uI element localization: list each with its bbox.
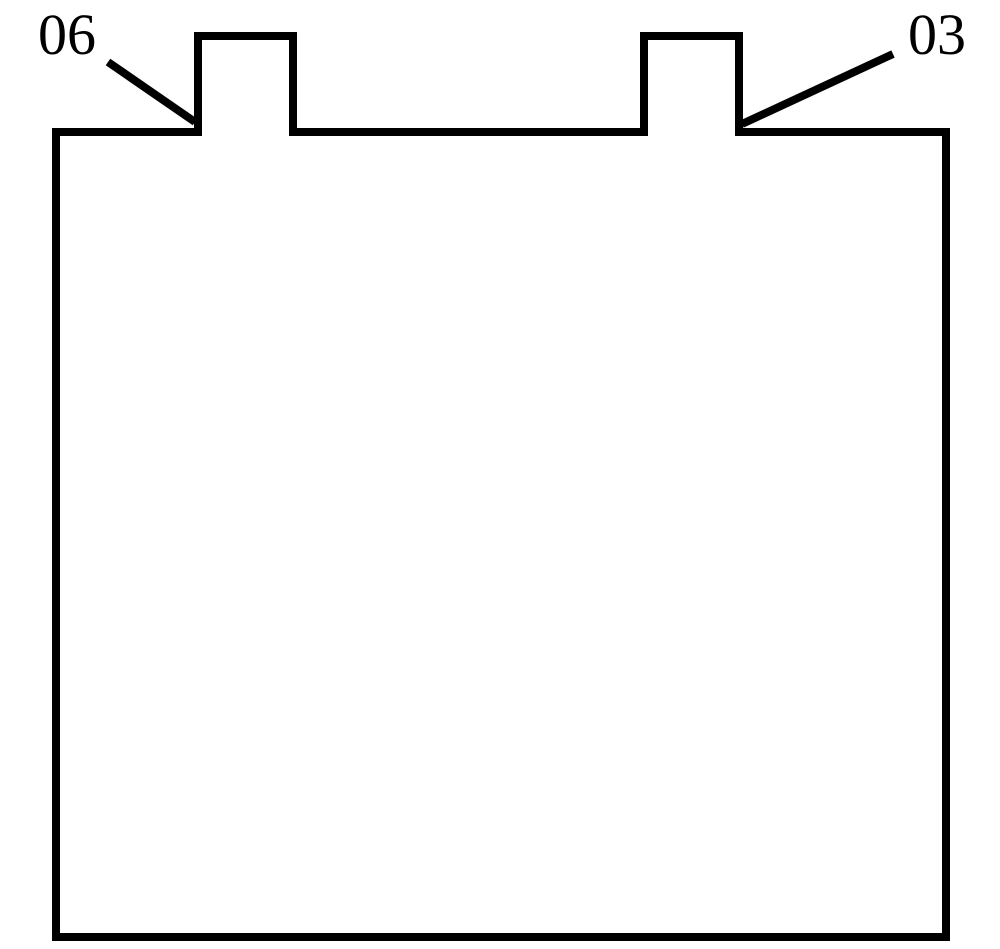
callout-03-leader xyxy=(742,54,893,124)
callout-06-label: 06 xyxy=(38,2,96,67)
callout-03-label: 03 xyxy=(908,2,966,67)
body-outline xyxy=(56,36,946,937)
callout-06-leader xyxy=(108,62,195,122)
